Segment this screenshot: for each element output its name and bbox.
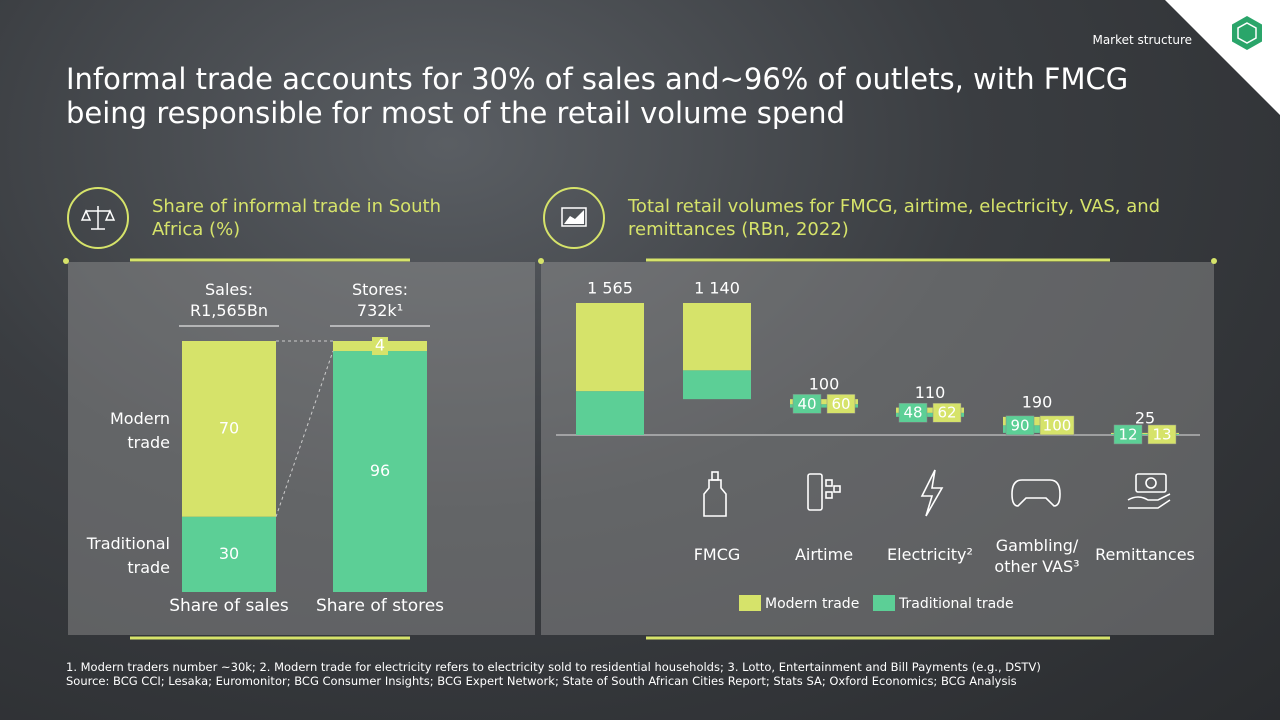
value-label: 12 [1118, 425, 1137, 443]
x-tick-label: Share of stores [315, 596, 445, 616]
bar-segment [182, 341, 276, 517]
label-box [1113, 424, 1143, 445]
total-label: 190 [1022, 392, 1053, 411]
value-label: 60 [831, 395, 850, 413]
label-box [1005, 415, 1035, 436]
total-label: 110 [915, 383, 946, 402]
category-icons [703, 469, 1171, 517]
bar-segment [683, 370, 751, 400]
bar-segment [576, 303, 644, 392]
label-box [1039, 415, 1075, 436]
deco-lines [130, 258, 1110, 640]
label-box [372, 337, 388, 356]
value-label: 13 [1152, 425, 1171, 443]
series-label: Traditional trade [86, 534, 170, 578]
label-box [792, 394, 822, 414]
value-label: 62 [937, 404, 956, 422]
value-label: 90 [1010, 416, 1029, 434]
bar-segment [1003, 425, 1071, 433]
series-label: Modern trade [109, 408, 170, 452]
bar-segment [1111, 433, 1179, 435]
legend-swatch [873, 595, 895, 611]
bar-segment [790, 404, 858, 408]
bar-segment [333, 351, 427, 592]
section-label: Market structure [1092, 33, 1192, 47]
x-tick-label: Share of sales [169, 596, 289, 616]
bar-header: Stores: [351, 280, 408, 299]
footnotes: 1. Modern traders number ~30k; 2. Modern… [66, 660, 1266, 688]
total-label: 100 [809, 375, 840, 394]
label-box [826, 394, 856, 414]
value-label: 70 [219, 418, 239, 437]
chart-title: Share of informal trade in South Africa … [152, 196, 442, 240]
logo [1232, 16, 1262, 50]
bar-header: Sales: [205, 280, 253, 299]
deco-dots [63, 258, 1217, 264]
bar-segment [182, 516, 276, 592]
value-label: 40 [797, 395, 816, 413]
bar-header: R1,565Bn [189, 301, 269, 320]
connector [275, 350, 334, 517]
total-label: 1 565 [587, 279, 633, 298]
value-label: 96 [370, 461, 390, 480]
x-tick-label: Remittances [1095, 545, 1195, 564]
footnote: 1. Modern traders number ~30k; 2. Modern… [66, 660, 1041, 674]
chart-icon [561, 207, 587, 227]
total-label: 25 [1135, 408, 1155, 427]
legend-label: Traditional trade [898, 596, 1014, 612]
bar-segment [1003, 416, 1071, 426]
value-label: 100 [1043, 416, 1072, 434]
total-label: 1 140 [694, 279, 740, 298]
bar-segment [576, 391, 644, 435]
label-box [932, 402, 962, 423]
label-box [1147, 424, 1177, 445]
bar-segment [683, 303, 751, 371]
chart-title: Total retail volumes for FMCG, airtime, … [628, 196, 1161, 240]
x-tick-label: Electricity² [887, 545, 973, 564]
value-label: 48 [903, 404, 922, 422]
label-box [898, 402, 928, 423]
legend-label: Modern trade [765, 596, 859, 612]
value-label: 30 [219, 544, 239, 563]
icon-circle [67, 187, 129, 249]
bar-segment [896, 412, 964, 417]
icon-circle [543, 187, 605, 249]
bar-segment [790, 399, 858, 405]
legend-swatch [739, 595, 761, 611]
x-tick-label: Gambling/ other VAS³ [994, 536, 1080, 576]
footnote: Source: BCG CCI; Lesaka; Euromonitor; BC… [66, 674, 1017, 688]
x-tick-label: Airtime [794, 545, 854, 564]
panel [68, 262, 535, 635]
x-tick-label: FMCG [693, 545, 741, 564]
bar-header: 732k¹ [356, 301, 404, 320]
bar-segment [896, 407, 964, 413]
value-label: 4 [375, 336, 385, 355]
slide-title: Informal trade accounts for 30% of sales… [66, 62, 1129, 130]
scale-icon [80, 206, 116, 230]
panel [541, 262, 1214, 635]
bar-segment [1111, 432, 1179, 434]
